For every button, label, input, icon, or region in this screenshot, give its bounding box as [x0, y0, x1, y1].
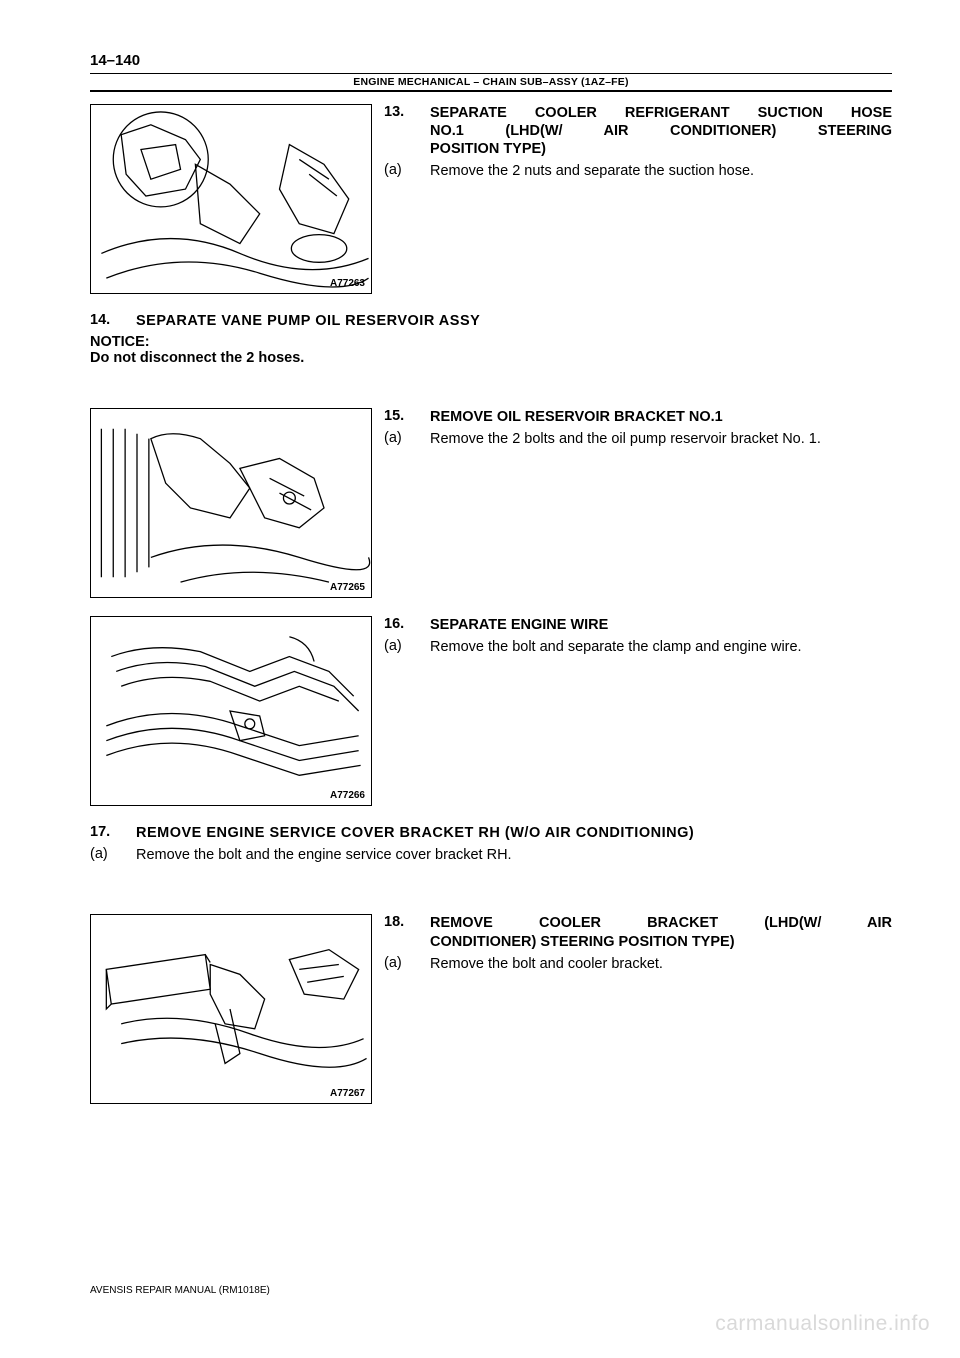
footer-text: AVENSIS REPAIR MANUAL (RM1018E) — [90, 1285, 270, 1296]
step-15-text: 15. REMOVE OIL RESERVOIR BRACKET NO.1 (a… — [384, 408, 892, 448]
page: 14–140 ENGINE MECHANICAL – CHAIN SUB–ASS… — [0, 0, 960, 1358]
header-text: ENGINE MECHANICAL – CHAIN SUB–ASSY (1AZ–… — [90, 74, 892, 90]
step-18-sub-a-label: (a) — [384, 955, 412, 973]
step-18-text: 18. REMOVE COOLER BRACKET (LHD(W/ AIR CO… — [384, 914, 892, 972]
header-rule-bottom — [90, 90, 892, 92]
step-15-sub-a-text: Remove the 2 bolts and the oil pump rese… — [430, 430, 892, 448]
figure-3-code: A77266 — [330, 790, 365, 801]
step-14-title: SEPARATE VANE PUMP OIL RESERVOIR ASSY — [136, 312, 480, 330]
step-14-notice-label: NOTICE: — [90, 334, 892, 350]
line-diagram-icon — [91, 617, 371, 805]
step-14-number: 14. — [90, 312, 118, 330]
figure-2: A77265 — [90, 408, 372, 598]
step-13-number: 13. — [384, 104, 412, 158]
figure-4-code: A77267 — [330, 1088, 365, 1099]
figure-2-code: A77265 — [330, 582, 365, 593]
step-18-title-line1: REMOVE COOLER BRACKET (LHD(W/ AIR — [430, 914, 892, 932]
step-13-sub-a-label: (a) — [384, 162, 412, 180]
section-step-17: 17. REMOVE ENGINE SERVICE COVER BRACKET … — [90, 824, 892, 864]
section-step-14: 14. SEPARATE VANE PUMP OIL RESERVOIR ASS… — [90, 312, 892, 366]
section-step-15: A77265 15. REMOVE OIL RESERVOIR BRACKET … — [90, 408, 892, 598]
step-18-title: REMOVE COOLER BRACKET (LHD(W/ AIR CONDIT… — [430, 914, 892, 950]
step-13-text: 13. SEPARATE COOLER REFRIGERANT SUCTION … — [384, 104, 892, 181]
step-16-number: 16. — [384, 616, 412, 634]
watermark-text: carmanualsonline.info — [715, 1312, 930, 1336]
step-17-sub-a-text: Remove the bolt and the engine service c… — [136, 846, 892, 864]
step-13-title-line2: NO.1 (LHD(W/ AIR CONDITIONER) STEERING — [430, 122, 892, 140]
line-diagram-icon — [91, 409, 371, 597]
step-17-sub-a-label: (a) — [90, 846, 118, 864]
step-16-sub-a-label: (a) — [384, 638, 412, 656]
step-13-sub-a-text: Remove the 2 nuts and separate the sucti… — [430, 162, 892, 180]
step-18-sub-a-text: Remove the bolt and cooler bracket. — [430, 955, 892, 973]
step-13-title: SEPARATE COOLER REFRIGERANT SUCTION HOSE… — [430, 104, 892, 158]
step-17-number: 17. — [90, 824, 118, 842]
step-14-notice-text: Do not disconnect the 2 hoses. — [90, 350, 892, 366]
step-16-sub-a-text: Remove the bolt and separate the clamp a… — [430, 638, 892, 656]
step-15-sub-a-label: (a) — [384, 430, 412, 448]
step-18-title-line2: CONDITIONER) STEERING POSITION TYPE) — [430, 933, 892, 951]
figure-4: A77267 — [90, 914, 372, 1104]
page-number: 14–140 — [90, 52, 892, 69]
step-15-title: REMOVE OIL RESERVOIR BRACKET NO.1 — [430, 408, 892, 426]
line-diagram-icon — [91, 915, 371, 1103]
header-block: ENGINE MECHANICAL – CHAIN SUB–ASSY (1AZ–… — [90, 73, 892, 92]
step-13-title-line3: POSITION TYPE) — [430, 140, 892, 158]
section-step-16: A77266 16. SEPARATE ENGINE WIRE (a) Remo… — [90, 616, 892, 806]
step-18-number: 18. — [384, 914, 412, 950]
section-step-18: A77267 18. REMOVE COOLER BRACKET (LHD(W/… — [90, 914, 892, 1104]
step-15-number: 15. — [384, 408, 412, 426]
line-diagram-icon — [91, 105, 371, 293]
figure-3: A77266 — [90, 616, 372, 806]
figure-1-code: A77263 — [330, 278, 365, 289]
step-16-text: 16. SEPARATE ENGINE WIRE (a) Remove the … — [384, 616, 892, 656]
step-17-title: REMOVE ENGINE SERVICE COVER BRACKET RH (… — [136, 824, 694, 842]
section-step-13: A77263 13. SEPARATE COOLER REFRIGERANT S… — [90, 104, 892, 294]
step-13-title-line1: SEPARATE COOLER REFRIGERANT SUCTION HOSE — [430, 104, 892, 122]
step-16-title: SEPARATE ENGINE WIRE — [430, 616, 892, 634]
figure-1: A77263 — [90, 104, 372, 294]
